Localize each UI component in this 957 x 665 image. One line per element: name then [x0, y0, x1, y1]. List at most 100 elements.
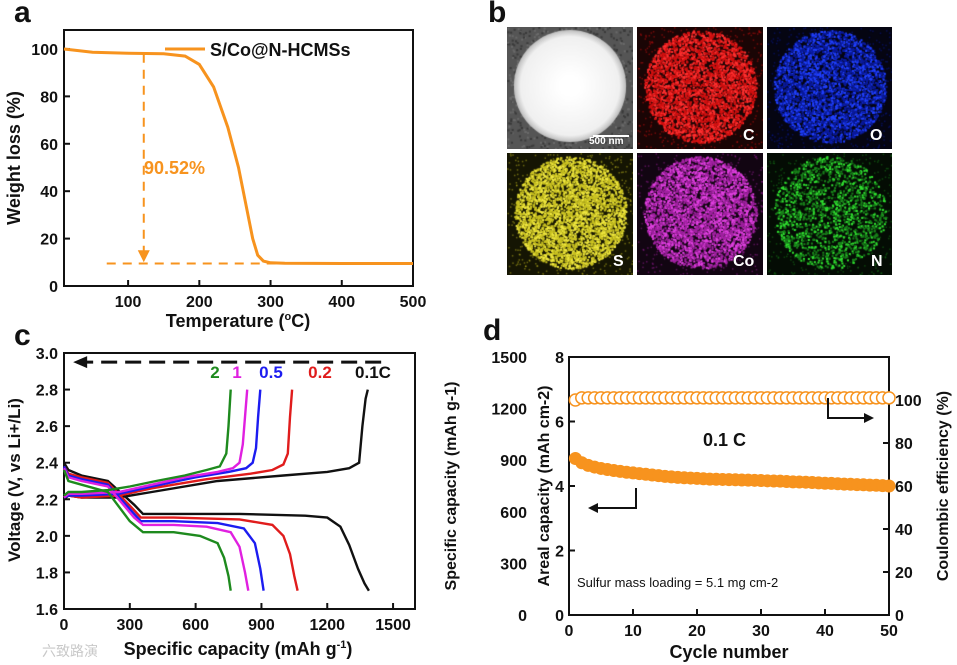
- panel-c-xlabel: Specific capacity (mAh g-1): [124, 639, 353, 659]
- panel-c-arrow-head-icon: [73, 356, 88, 369]
- panel-a-xtick-label: 500: [400, 294, 427, 311]
- panel-d-xlabel: Cycle number: [669, 642, 788, 662]
- scale-bar: [593, 135, 629, 137]
- panel-c-ytick-label: 1.8: [36, 565, 58, 582]
- panel-c-discharge-1: [62, 467, 250, 591]
- watermark: 六致路演: [42, 643, 98, 659]
- panel-d-axes: 0 10 20 30 40 5003006009001200150002468020406…: [491, 350, 921, 640]
- panel-a-xlabel-sup: o: [284, 311, 291, 323]
- panel-d-areal-tick-label: 4: [555, 479, 564, 496]
- panel-d-ytick-label: 1500: [491, 350, 527, 367]
- panel-c-ytick-label: 3.0: [36, 346, 58, 363]
- panel-c-axes: 0 300 600 900 1200 1500 1.6 1.8 2.0 2.2 2.4 2.6 2.8 3…: [36, 346, 411, 634]
- map-tile-haadf: [507, 27, 633, 149]
- panel-d-capacity-point: [882, 479, 896, 493]
- panel-c-discharge-0.5: [62, 465, 265, 591]
- panel-c-voltage-chart: 0 300 600 900 1200 1500 1.6 1.8 2.0 2.2 2.4 2.6 2.8 3…: [5, 346, 416, 659]
- panel-c-xtick-label: 900: [248, 617, 275, 634]
- panel-d-xtick-label: 0: [565, 623, 574, 640]
- panel-d-xtick-label: 10: [624, 623, 642, 640]
- panel-d-rate-label: 0.1 C: [703, 430, 746, 450]
- panel-c-xlabel-end: ): [346, 639, 352, 659]
- panel-c-charge-1: [63, 389, 249, 499]
- panel-a-tga-chart: 100 200 300 400 500 0 20 40 60 80 100 S/Co@N-HCMSs…: [4, 29, 427, 331]
- map-label-n: N: [871, 253, 883, 270]
- panel-c-rate-labels: 2 1 0.5 0.2 0.1C: [210, 363, 391, 382]
- map-label-o: O: [870, 127, 883, 144]
- panel-d-xtick-label: 20: [688, 623, 706, 640]
- panel-d-right-tick-label: 100: [895, 393, 922, 410]
- panel-c-ytick-label: 2.4: [36, 456, 58, 473]
- panel-d-loading-text: Sulfur mass loading = 5.1 mg cm-2: [577, 575, 778, 590]
- panel-b-elemental-maps: 500 nm C O S Co N: [507, 27, 892, 275]
- panel-c-ytick-label: 2.0: [36, 529, 58, 546]
- panel-d-xtick-label: 50: [880, 623, 898, 640]
- panel-c-ytick-label: 2.8: [36, 383, 58, 400]
- panel-c-frame: [63, 352, 416, 610]
- panel-a-xtick-label: 400: [328, 294, 355, 311]
- panel-c-rate-label-1: 1: [232, 363, 241, 382]
- panel-c-discharge-2: [62, 469, 232, 591]
- map-tile-oxygen: [767, 27, 892, 149]
- map-tile-cobalt: [637, 153, 763, 275]
- map-tile-nitrogen: [767, 153, 892, 275]
- panel-c-rate-label-4: 0.1C: [355, 363, 391, 382]
- panel-d-right-tick-label: 80: [895, 436, 913, 453]
- panel-d-areal-tick-label: 0: [555, 608, 564, 625]
- panel-d-ce-point: [882, 391, 896, 405]
- panel-d-cycling-chart: 0 10 20 30 40 5003006009001200150002468020406…: [443, 350, 952, 662]
- panel-a-ytick-label: 40: [40, 184, 58, 201]
- panel-d-right-tick-label: 60: [895, 479, 913, 496]
- panel-c-rate-label-3: 0.2: [308, 363, 332, 382]
- panel-a-ytick-label: 100: [31, 42, 58, 59]
- panel-a-xtick-label: 200: [186, 294, 213, 311]
- panel-c-discharge-0.2: [62, 465, 299, 591]
- panel-d-right-tick-label: 20: [895, 565, 913, 582]
- panel-c-charge-2: [63, 389, 232, 497]
- panel-d-ytick-label: 600: [500, 505, 527, 522]
- panel-c-xtick-label: 0: [60, 617, 69, 634]
- panel-d-right-arrow-icon: [827, 398, 866, 419]
- panel-a-marks: [63, 47, 413, 265]
- panel-c-xtick-label: 1500: [375, 617, 411, 634]
- scale-bar-label: 500 nm: [589, 136, 624, 147]
- panel-letter-a: a: [14, 0, 31, 29]
- map-label-s: S: [613, 253, 624, 270]
- panel-a-xtick-label: 100: [115, 294, 142, 311]
- map-label-c: C: [743, 127, 755, 144]
- panel-a-ytick-label: 60: [40, 137, 58, 154]
- panel-d-ylabel-right: Coulombic efficiency (%): [935, 391, 952, 581]
- panel-c-charge-0.5: [63, 389, 262, 499]
- panel-c-rate-label-0: 2: [210, 363, 219, 382]
- map-tile-carbon: [637, 27, 763, 149]
- panel-d-ytick-label: 300: [500, 556, 527, 573]
- panel-c-xtick-label: 1200: [309, 617, 345, 634]
- panel-c-xtick-label: 300: [116, 617, 143, 634]
- panel-d-xtick-label: 40: [816, 623, 834, 640]
- panel-letter-c: c: [14, 319, 31, 352]
- panel-c-ytick-label: 2.2: [36, 492, 58, 509]
- panel-c-charge-0.2: [63, 389, 294, 499]
- panel-d-left-arrow-head-icon: [588, 503, 598, 513]
- panel-a-ylabel: Weight loss (%): [4, 91, 24, 225]
- panel-d-right-tick-label: 40: [895, 522, 913, 539]
- panel-a-annotation-arrow-icon: [137, 250, 150, 263]
- panel-letter-b: b: [488, 0, 506, 29]
- panel-letter-d: d: [483, 314, 501, 347]
- map-tile-sulfur: [507, 153, 633, 275]
- panel-c-ytick-label: 1.6: [36, 602, 58, 619]
- panel-d-areal-tick-label: 8: [555, 350, 564, 367]
- panel-d-xtick-label: 30: [752, 623, 770, 640]
- panel-d-ytick-label: 900: [500, 453, 527, 470]
- panel-a-annotation: 90.52%: [144, 158, 205, 178]
- panel-a-ytick-label: 20: [40, 232, 58, 249]
- panel-a-legend-label: S/Co@N-HCMSs: [210, 40, 351, 60]
- panel-c-xlabel-sup: -1: [337, 639, 347, 651]
- panel-a-xlabel: Temperature (oC): [166, 311, 310, 331]
- panel-d-left-arrow-icon: [596, 488, 637, 509]
- panel-c-ylabel: Voltage (V, vs Li+/Li): [5, 398, 24, 562]
- panel-d-ylabel-left: Specific capacity (mAh g-1): [443, 382, 460, 591]
- panel-a-ytick-label: 80: [40, 89, 58, 106]
- panel-a-ytick-label: 0: [49, 279, 58, 296]
